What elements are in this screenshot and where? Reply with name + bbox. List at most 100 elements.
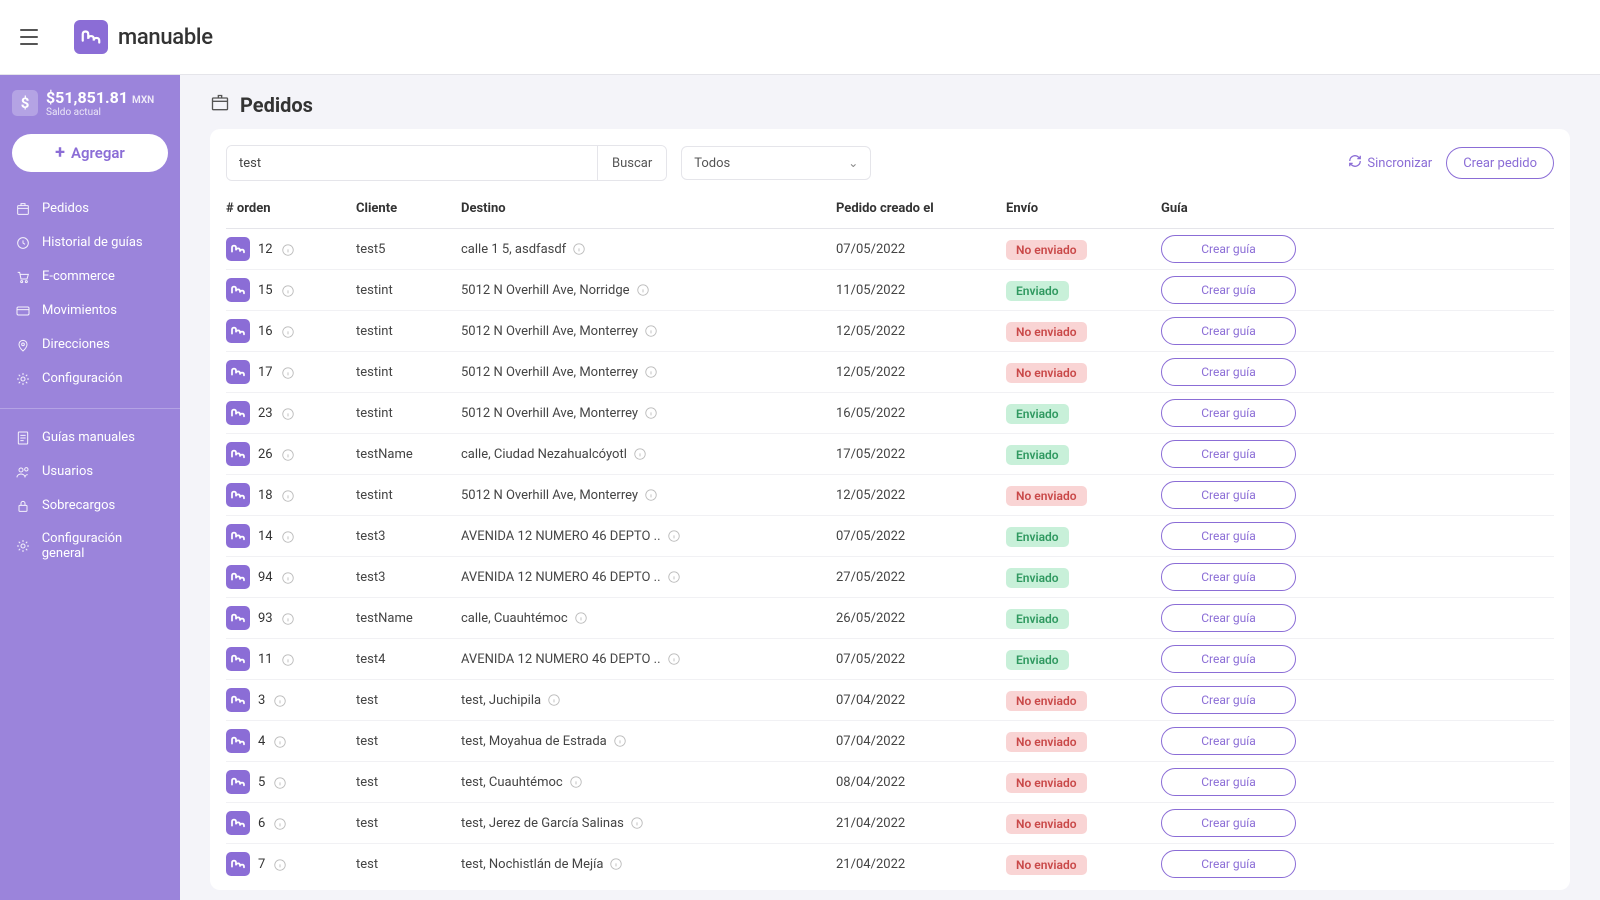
create-guia-button[interactable]: Crear guía [1161, 645, 1296, 673]
info-icon[interactable] [273, 857, 287, 871]
order-number: 23 [258, 406, 273, 421]
table-row: 3testtest, Juchipila07/04/2022No enviado… [226, 680, 1554, 721]
order-number: 5 [258, 775, 265, 790]
cell-destino: test, Moyahua de Estrada [461, 734, 836, 749]
info-icon[interactable] [281, 652, 295, 666]
search-input[interactable] [227, 146, 597, 180]
create-guia-button[interactable]: Crear guía [1161, 235, 1296, 263]
info-icon[interactable] [273, 775, 287, 789]
cell-fecha: 08/04/2022 [836, 775, 1006, 790]
cart-icon [14, 268, 32, 286]
brand-mini-icon [226, 237, 250, 261]
orders-table: # ordenClienteDestinoPedido creado elEnv… [226, 191, 1554, 884]
info-icon[interactable] [630, 816, 644, 830]
sidebar-item-movimientos[interactable]: Movimientos [0, 294, 180, 328]
info-icon[interactable] [281, 365, 295, 379]
status-badge: No enviado [1006, 691, 1087, 711]
info-icon[interactable] [281, 447, 295, 461]
create-guia-button[interactable]: Crear guía [1161, 399, 1296, 427]
info-icon[interactable] [644, 488, 658, 502]
sidebar-item-label: Configuración general [42, 531, 166, 561]
create-guia-button[interactable]: Crear guía [1161, 809, 1296, 837]
order-number: 14 [258, 529, 273, 544]
cell-cliente: testName [356, 611, 461, 626]
create-guia-button[interactable]: Crear guía [1161, 358, 1296, 386]
info-icon[interactable] [281, 529, 295, 543]
create-guia-button[interactable]: Crear guía [1161, 604, 1296, 632]
order-number: 26 [258, 447, 273, 462]
brand-mini-icon [226, 688, 250, 712]
info-icon[interactable] [281, 283, 295, 297]
info-icon[interactable] [281, 488, 295, 502]
info-icon[interactable] [644, 324, 658, 338]
cell-cliente: test [356, 775, 461, 790]
sidebar-item-configuraci-n-general[interactable]: Configuración general [0, 523, 180, 569]
info-icon[interactable] [667, 570, 681, 584]
create-guia-button[interactable]: Crear guía [1161, 276, 1296, 304]
info-icon[interactable] [667, 529, 681, 543]
hamburger-menu-icon[interactable] [20, 25, 44, 49]
create-guia-button[interactable]: Crear guía [1161, 727, 1296, 755]
cell-cliente: test [356, 816, 461, 831]
create-guia-button[interactable]: Crear guía [1161, 522, 1296, 550]
info-icon[interactable] [569, 775, 583, 789]
sidebar-item-e-commerce[interactable]: E-commerce [0, 260, 180, 294]
cell-destino: test, Nochistlán de Mejía [461, 857, 836, 872]
info-icon[interactable] [613, 734, 627, 748]
table-column-header: Pedido creado el [836, 201, 1006, 216]
sidebar-item-sobrecargos[interactable]: Sobrecargos [0, 489, 180, 523]
cell-destino: 5012 N Overhill Ave, Monterrey [461, 365, 836, 380]
info-icon[interactable] [273, 734, 287, 748]
brand[interactable]: manuable [74, 20, 213, 54]
cell-cliente: testint [356, 324, 461, 339]
table-body: 12test5calle 1 5, asdfasdf07/05/2022No e… [226, 229, 1554, 884]
info-icon[interactable] [609, 857, 623, 871]
add-balance-button[interactable]: + Agregar [12, 134, 168, 172]
info-icon[interactable] [644, 406, 658, 420]
sidebar-item-direcciones[interactable]: Direcciones [0, 328, 180, 362]
users-icon [14, 463, 32, 481]
create-guia-button[interactable]: Crear guía [1161, 850, 1296, 878]
table-row: 93testNamecalle, Cuauhtémoc26/05/2022Env… [226, 598, 1554, 639]
info-icon[interactable] [281, 611, 295, 625]
create-guia-button[interactable]: Crear guía [1161, 563, 1296, 591]
sidebar-item-gu-as-manuales[interactable]: Guías manuales [0, 421, 180, 455]
create-guia-button[interactable]: Crear guía [1161, 686, 1296, 714]
sync-button[interactable]: Sincronizar [1348, 154, 1432, 172]
info-icon[interactable] [547, 693, 561, 707]
create-guia-button[interactable]: Crear guía [1161, 768, 1296, 796]
info-icon[interactable] [281, 242, 295, 256]
filter-select[interactable]: Todos ⌄ [681, 146, 871, 180]
info-icon[interactable] [281, 406, 295, 420]
balance-amount: $51,851.81 MXN [46, 89, 154, 107]
sidebar-item-label: Movimientos [42, 303, 117, 318]
info-icon[interactable] [281, 324, 295, 338]
sidebar-item-pedidos[interactable]: Pedidos [0, 192, 180, 226]
info-icon[interactable] [633, 447, 647, 461]
table-row: 18testint5012 N Overhill Ave, Monterrey1… [226, 475, 1554, 516]
create-guia-button[interactable]: Crear guía [1161, 481, 1296, 509]
sidebar-item-label: Sobrecargos [42, 498, 115, 513]
info-icon[interactable] [636, 283, 650, 297]
info-icon[interactable] [281, 570, 295, 584]
create-guia-button[interactable]: Crear guía [1161, 440, 1296, 468]
info-icon[interactable] [273, 816, 287, 830]
search-button[interactable]: Buscar [597, 146, 666, 180]
brand-mini-icon [226, 565, 250, 589]
create-order-button[interactable]: Crear pedido [1446, 147, 1554, 179]
gear-icon [14, 537, 32, 555]
cell-cliente: test [356, 693, 461, 708]
sidebar-item-usuarios[interactable]: Usuarios [0, 455, 180, 489]
cell-destino: 5012 N Overhill Ave, Norridge [461, 283, 836, 298]
create-guia-button[interactable]: Crear guía [1161, 317, 1296, 345]
info-icon[interactable] [574, 611, 588, 625]
cell-fecha: 12/05/2022 [836, 324, 1006, 339]
status-badge: No enviado [1006, 363, 1087, 383]
info-icon[interactable] [667, 652, 681, 666]
info-icon[interactable] [572, 242, 586, 256]
info-icon[interactable] [644, 365, 658, 379]
info-icon[interactable] [273, 693, 287, 707]
sidebar-item-historial-de-gu-as[interactable]: Historial de guías [0, 226, 180, 260]
table-row: 4testtest, Moyahua de Estrada07/04/2022N… [226, 721, 1554, 762]
sidebar-item-configuraci-n[interactable]: Configuración [0, 362, 180, 396]
